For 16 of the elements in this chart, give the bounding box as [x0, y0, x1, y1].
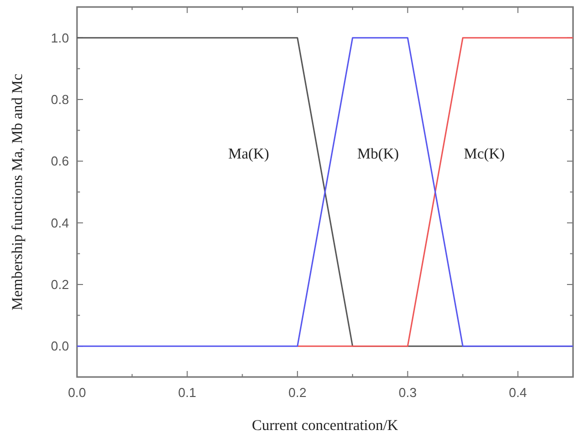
y-tick-label: 0.0	[50, 338, 69, 354]
y-tick-label: 0.6	[50, 154, 69, 169]
x-tick-label: 0.4	[508, 385, 527, 400]
x-tick-label: 0.1	[178, 385, 196, 400]
y-tick-label: 0.8	[50, 92, 69, 107]
annotation: Mc(K)	[464, 146, 505, 163]
annotation: Ma(K)	[228, 146, 270, 163]
x-axis-title: Current concentration/K	[252, 418, 398, 434]
x-tick-label: 0.3	[398, 385, 417, 400]
y-tick-label: 0.4	[50, 215, 69, 230]
text: 0.0	[68, 385, 86, 400]
y-tick-label: 1.0	[50, 30, 69, 46]
x-tick-label: 0.2	[288, 385, 306, 400]
annotation: Mb(K)	[357, 146, 399, 163]
y-axis-title: Membership functions Ma, Mb and Mc	[10, 73, 26, 310]
y-tick-label: 0.2	[50, 277, 69, 292]
